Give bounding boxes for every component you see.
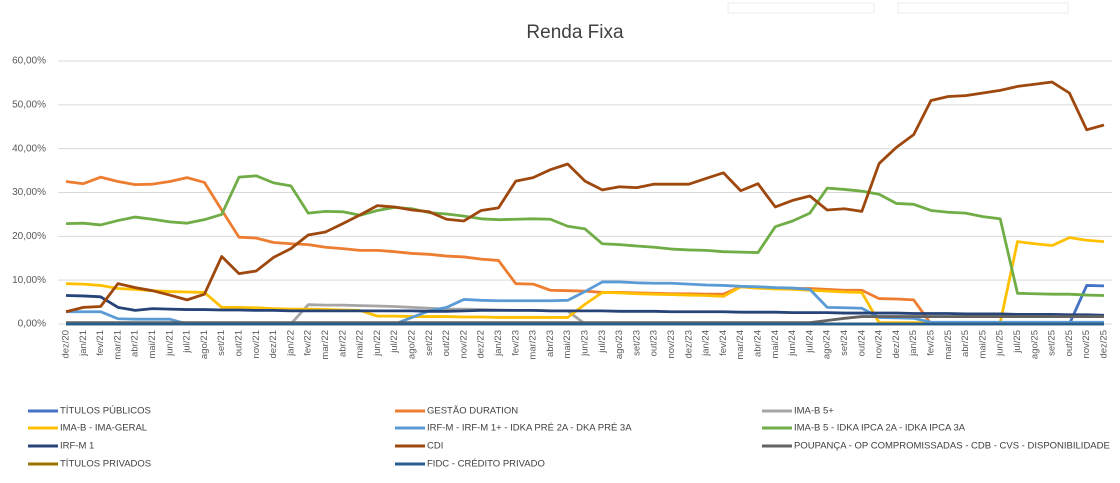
x-tick-label: jul/25 — [1012, 330, 1023, 354]
x-tick-label: nov/25 — [1081, 330, 1092, 359]
x-tick-label: jun/24 — [787, 330, 798, 357]
x-tick-label: nov/22 — [458, 330, 469, 359]
x-tick-label: jul/23 — [597, 330, 608, 354]
y-tick-label: 0,00% — [18, 319, 46, 330]
x-tick-label: jan/23 — [493, 330, 504, 357]
x-tick-label: ago/21 — [199, 330, 210, 359]
x-tick-label: fev/25 — [926, 330, 937, 356]
x-tick-label: fev/21 — [95, 330, 106, 356]
chart-title: Renda Fixa — [526, 22, 624, 43]
legend-label: IRF-M 1 — [60, 441, 94, 452]
legend-label: FIDC - CRÉDITO PRIVADO — [427, 459, 545, 470]
x-tick-label: jun/21 — [164, 330, 175, 357]
x-tick-label: mar/21 — [112, 330, 123, 360]
x-tick-label: mai/23 — [562, 330, 573, 359]
x-tick-label: dez/21 — [268, 330, 279, 359]
x-tick-label: out/21 — [234, 330, 245, 356]
x-tick-label: abr/21 — [130, 330, 141, 357]
x-tick-label: abr/22 — [337, 330, 348, 357]
x-tick-label: mai/24 — [770, 330, 781, 359]
x-tick-label: ago/25 — [1029, 330, 1040, 359]
x-tick-label: mai/25 — [977, 330, 988, 359]
x-tick-label: out/24 — [856, 330, 867, 356]
x-tick-label: mar/23 — [528, 330, 539, 360]
legend-label: CDI — [427, 441, 443, 452]
x-tick-label: mai/21 — [147, 330, 158, 359]
x-tick-label: mar/25 — [943, 330, 954, 360]
series-line — [65, 294, 1105, 317]
x-tick-label: abr/25 — [960, 330, 971, 357]
legend-label: IMA-B - IMA-GERAL — [60, 423, 147, 434]
y-tick-label: 60,00% — [12, 56, 46, 67]
x-tick-label: set/23 — [631, 330, 642, 356]
x-tick-label: jun/22 — [372, 330, 383, 357]
x-tick-label: dez/25 — [1099, 330, 1110, 359]
x-tick-label: jul/21 — [182, 330, 193, 354]
x-tick-label: jul/22 — [389, 330, 400, 354]
x-tick-label: jan/22 — [285, 330, 296, 357]
legend-label: IMA-B 5 - IDKA IPCA 2A - IDKA IPCA 3A — [794, 423, 966, 434]
x-tick-label: mar/24 — [735, 330, 746, 360]
x-tick-label: mai/22 — [355, 330, 366, 359]
x-tick-label: mar/22 — [320, 330, 331, 360]
x-tick-label: nov/21 — [251, 330, 262, 359]
y-tick-label: 30,00% — [12, 187, 46, 198]
slicer-box — [727, 2, 875, 14]
x-tick-label: nov/23 — [666, 330, 677, 359]
x-tick-label: dez/24 — [891, 330, 902, 359]
x-tick-label: jan/24 — [701, 330, 712, 357]
x-tick-label: jan/25 — [908, 330, 919, 357]
x-tick-label: ago/22 — [407, 330, 418, 359]
legend-label: IMA-B 5+ — [794, 406, 834, 417]
x-tick-label: fev/23 — [510, 330, 521, 356]
y-tick-label: 20,00% — [12, 231, 46, 242]
legend-label: GESTÃO DURATION — [427, 406, 518, 417]
legend-label: POUPANÇA - OP COMPROMISSADAS - CDB - CVS… — [794, 441, 1110, 452]
legend-label: TÍTULOS PÚBLICOS — [60, 406, 151, 417]
x-tick-label: set/25 — [1047, 330, 1058, 356]
x-tick-label: set/22 — [424, 330, 435, 356]
x-tick-label: set/24 — [839, 330, 850, 356]
slicer-box — [897, 2, 1069, 14]
x-tick-label: dez/23 — [683, 330, 694, 359]
x-tick-label: jan/21 — [78, 330, 89, 357]
legend-label: TÍTULOS PRIVADOS — [60, 459, 151, 470]
series-line — [65, 80, 1105, 314]
legend-label: IRF-M - IRF-M 1+ - IDKA PRÉ 2A - DKA PRÉ… — [427, 423, 632, 434]
x-tick-label: set/21 — [216, 330, 227, 356]
x-tick-label: nov/24 — [874, 330, 885, 359]
x-tick-label: abr/23 — [545, 330, 556, 357]
x-tick-label: dez/22 — [476, 330, 487, 359]
y-tick-label: 10,00% — [12, 275, 46, 286]
x-tick-label: fev/24 — [718, 330, 729, 356]
x-tick-label: out/25 — [1064, 330, 1075, 356]
y-tick-label: 50,00% — [12, 99, 46, 110]
series-line — [65, 174, 1105, 297]
x-tick-label: jul/24 — [804, 330, 815, 354]
x-tick-label: ago/23 — [614, 330, 625, 359]
x-tick-label: jun/25 — [995, 330, 1006, 357]
x-tick-label: out/22 — [441, 330, 452, 356]
x-tick-label: jun/23 — [580, 330, 591, 357]
x-tick-label: ago/24 — [822, 330, 833, 359]
x-tick-label: out/23 — [649, 330, 660, 356]
x-tick-label: abr/24 — [753, 330, 764, 357]
y-tick-label: 40,00% — [12, 143, 46, 154]
x-tick-label: dez/20 — [61, 330, 72, 359]
x-tick-label: fev/22 — [303, 330, 314, 356]
